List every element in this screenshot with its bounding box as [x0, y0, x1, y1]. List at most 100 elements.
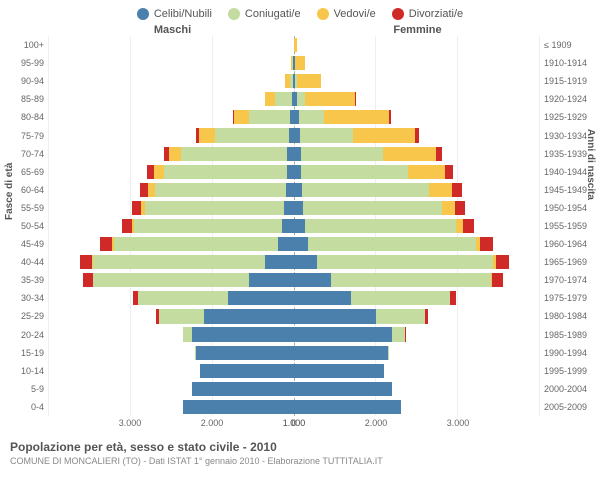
bar-segment	[278, 237, 294, 251]
bar-row	[294, 181, 540, 199]
birth-year-label: 1965-1969	[540, 253, 600, 271]
bar-segment	[228, 291, 294, 305]
legend-item: Vedovi/e	[317, 8, 376, 20]
bar-segment	[429, 183, 452, 197]
bar-row	[48, 344, 294, 362]
bar-row	[48, 398, 294, 416]
bar-segment	[114, 237, 278, 251]
x-tick: 1.000	[253, 418, 335, 432]
bar-row	[294, 108, 540, 126]
bar-segment	[301, 165, 408, 179]
age-label: 45-49	[0, 235, 48, 253]
legend-swatch	[317, 8, 329, 20]
bar-segment	[294, 346, 388, 360]
footer: Popolazione per età, sesso e stato civil…	[0, 432, 600, 466]
footer-subtitle: COMUNE DI MONCALIERI (TO) - Dati ISTAT 1…	[10, 456, 590, 466]
bar-row	[48, 326, 294, 344]
age-label: 15-19	[0, 344, 48, 362]
legend: Celibi/NubiliConiugati/eVedovi/eDivorzia…	[0, 0, 600, 24]
bar-segment	[282, 219, 294, 233]
bar-row	[48, 54, 294, 72]
legend-item: Coniugati/e	[228, 8, 301, 20]
bar-row	[294, 271, 540, 289]
bar-segment	[305, 92, 354, 106]
population-pyramid-chart: Celibi/NubiliConiugati/eVedovi/eDivorzia…	[0, 0, 600, 500]
legend-swatch	[137, 8, 149, 20]
age-label: 5-9	[0, 380, 48, 398]
bar-segment	[452, 183, 462, 197]
bar-row	[48, 362, 294, 380]
bar-segment	[204, 309, 294, 323]
birth-year-label: 1995-1999	[540, 362, 600, 380]
bar-segment	[492, 273, 503, 287]
bar-segment	[249, 110, 290, 124]
bar-segment	[294, 382, 392, 396]
bar-segment	[300, 128, 353, 142]
bar-segment	[302, 183, 429, 197]
x-axis-female: 1.0002.0003.000	[294, 418, 540, 432]
bar-segment	[132, 201, 141, 215]
bar-row	[48, 163, 294, 181]
legend-label: Coniugati/e	[245, 8, 301, 20]
x-tick: 2.000	[171, 418, 253, 432]
birth-year-label: ≤ 1909	[540, 36, 600, 54]
bar-row	[294, 326, 540, 344]
footer-title: Popolazione per età, sesso e stato civil…	[10, 440, 590, 454]
bar-segment	[294, 291, 351, 305]
bar-segment	[294, 165, 301, 179]
bar-segment	[234, 110, 249, 124]
bar-row	[48, 217, 294, 235]
bar-segment	[265, 255, 294, 269]
bar-segment	[196, 346, 294, 360]
bar-segment	[463, 219, 474, 233]
bar-row	[294, 235, 540, 253]
bar-segment	[294, 400, 401, 414]
age-axis: 100+95-9990-9485-8980-8475-7970-7465-696…	[0, 36, 48, 416]
bar-segment	[301, 147, 383, 161]
bar-row	[294, 54, 540, 72]
age-label: 30-34	[0, 289, 48, 307]
bar-segment	[455, 201, 466, 215]
legend-swatch	[392, 8, 404, 20]
bar-row	[48, 199, 294, 217]
bar-segment	[169, 147, 181, 161]
age-label: 70-74	[0, 145, 48, 163]
bar-segment	[351, 291, 449, 305]
bar-segment	[100, 237, 112, 251]
birth-year-label: 1925-1929	[540, 108, 600, 126]
bar-row	[294, 126, 540, 144]
age-label: 40-44	[0, 253, 48, 271]
birth-year-label: 1975-1979	[540, 289, 600, 307]
bar-segment	[303, 201, 442, 215]
bar-segment	[392, 327, 404, 341]
birth-year-label: 1990-1994	[540, 344, 600, 362]
age-label: 25-29	[0, 307, 48, 325]
bar-segment	[122, 219, 132, 233]
birth-year-axis: ≤ 19091910-19141915-19191920-19241925-19…	[540, 36, 600, 416]
bar-segment	[445, 165, 453, 179]
age-label: 20-24	[0, 326, 48, 344]
bar-row	[48, 307, 294, 325]
x-tick: 3.000	[417, 418, 499, 432]
bar-segment	[450, 291, 456, 305]
female-header: Femmine	[295, 24, 600, 36]
bar-segment	[294, 327, 392, 341]
bar-segment	[265, 92, 275, 106]
bar-row	[294, 362, 540, 380]
age-label: 95-99	[0, 54, 48, 72]
legend-swatch	[228, 8, 240, 20]
bar-segment	[294, 255, 317, 269]
age-label: 35-39	[0, 271, 48, 289]
age-label: 100+	[0, 36, 48, 54]
bar-row	[294, 145, 540, 163]
bar-segment	[215, 128, 289, 142]
y-axis-title-left: Fasce di età	[4, 163, 15, 220]
bar-segment	[317, 255, 493, 269]
bar-row	[294, 90, 540, 108]
bars-area	[48, 36, 540, 416]
bar-row	[294, 163, 540, 181]
bar-row	[48, 108, 294, 126]
bar-segment	[287, 165, 294, 179]
bar-row	[294, 72, 540, 90]
bar-segment	[324, 110, 390, 124]
